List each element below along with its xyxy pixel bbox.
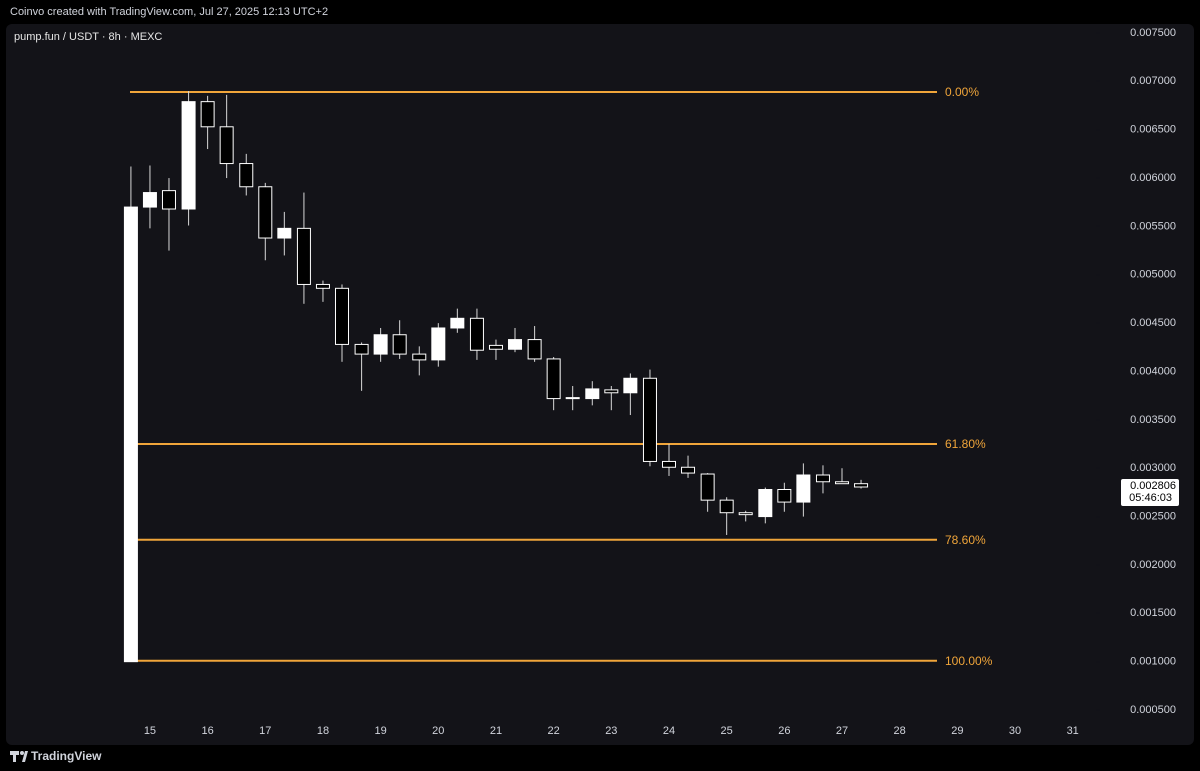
- candle-body: [200, 101, 215, 128]
- candle-body: [642, 377, 657, 462]
- y-tick-label: 0.007500: [1130, 27, 1176, 39]
- brand-logo: [10, 751, 28, 762]
- y-tick-label: 0.001500: [1130, 607, 1176, 619]
- candle-body: [354, 343, 369, 355]
- last-price-box: [1121, 478, 1179, 506]
- last-price-label: 0.002806: [1130, 480, 1176, 492]
- x-tick-label: 19: [375, 725, 387, 737]
- candle-body: [623, 377, 638, 394]
- x-tick-label: 15: [144, 725, 156, 737]
- x-tick-label: 30: [1009, 725, 1021, 737]
- candle-body: [450, 317, 465, 329]
- candle-body: [161, 190, 176, 210]
- y-tick-label: 0.006500: [1130, 124, 1176, 136]
- candle-body: [661, 460, 676, 468]
- fib-label: 0.00%: [945, 85, 979, 99]
- y-tick-label: 0.005500: [1130, 220, 1176, 232]
- candle-body: [431, 327, 446, 361]
- candle-body: [508, 339, 523, 350]
- candle-body: [258, 186, 273, 239]
- candle-body: [315, 283, 330, 289]
- y-tick-label: 0.001000: [1130, 656, 1176, 668]
- y-tick-label: 0.003500: [1130, 414, 1176, 426]
- candle-body: [373, 334, 388, 355]
- candle-body: [123, 206, 138, 663]
- fib-label: 61.80%: [945, 437, 986, 451]
- candle-body: [277, 227, 292, 239]
- x-tick-label: 28: [894, 725, 906, 737]
- x-tick-label: 21: [490, 725, 502, 737]
- candle-body: [546, 358, 561, 400]
- y-tick-label: 0.007000: [1130, 75, 1176, 87]
- candle-body: [681, 466, 696, 474]
- candle-body: [334, 287, 349, 345]
- candle-body: [181, 101, 196, 210]
- x-tick-label: 26: [778, 725, 790, 737]
- y-tick-label: 0.002500: [1130, 510, 1176, 522]
- candle-body: [854, 483, 869, 488]
- fib-label: 100.00%: [945, 654, 993, 668]
- y-tick-label: 0.004500: [1130, 317, 1176, 329]
- candle-body: [738, 512, 753, 516]
- x-tick-label: 22: [548, 725, 560, 737]
- candle-body: [469, 317, 484, 351]
- x-tick-label: 24: [663, 725, 675, 737]
- candle-body: [835, 481, 850, 485]
- x-tick-label: 23: [605, 725, 617, 737]
- candle-body: [719, 499, 734, 514]
- fib-label: 78.60%: [945, 533, 986, 547]
- candle-body: [700, 473, 715, 501]
- countdown: 05:46:03: [1129, 492, 1172, 504]
- candle-body: [604, 389, 619, 394]
- y-tick-label: 0.006000: [1130, 172, 1176, 184]
- y-tick-label: 0.005000: [1130, 269, 1176, 281]
- candle-body: [527, 339, 542, 360]
- candle-body: [488, 344, 503, 350]
- x-tick-label: 27: [836, 725, 848, 737]
- candle-body: [239, 163, 254, 188]
- candle-body: [296, 227, 311, 285]
- candle-body: [565, 397, 580, 400]
- y-tick-label: 0.004000: [1130, 365, 1176, 377]
- candle-body: [758, 489, 773, 518]
- brand: TradingView: [31, 749, 102, 763]
- x-tick-label: 25: [721, 725, 733, 737]
- credit: Coinvo created with TradingView.com, Jul…: [10, 6, 328, 18]
- chart-panel: [6, 24, 1194, 745]
- x-tick-label: 16: [201, 725, 213, 737]
- candle-body: [815, 474, 830, 483]
- candle-body: [585, 388, 600, 400]
- candle-body: [777, 489, 792, 503]
- x-tick-label: 31: [1067, 725, 1079, 737]
- candle-body: [796, 474, 811, 503]
- y-tick-label: 0.003000: [1130, 462, 1176, 474]
- y-tick-label: 0.000500: [1130, 704, 1176, 716]
- chart-title: pump.fun / USDT · 8h · MEXC: [14, 31, 162, 43]
- x-tick-label: 18: [317, 725, 329, 737]
- candle-body: [412, 353, 427, 361]
- candle-body: [142, 192, 157, 208]
- x-tick-label: 29: [951, 725, 963, 737]
- candle-body: [392, 334, 407, 355]
- candle-body: [219, 126, 234, 165]
- x-tick-label: 20: [432, 725, 444, 737]
- y-tick-label: 0.002000: [1130, 559, 1176, 571]
- x-tick-label: 17: [259, 725, 271, 737]
